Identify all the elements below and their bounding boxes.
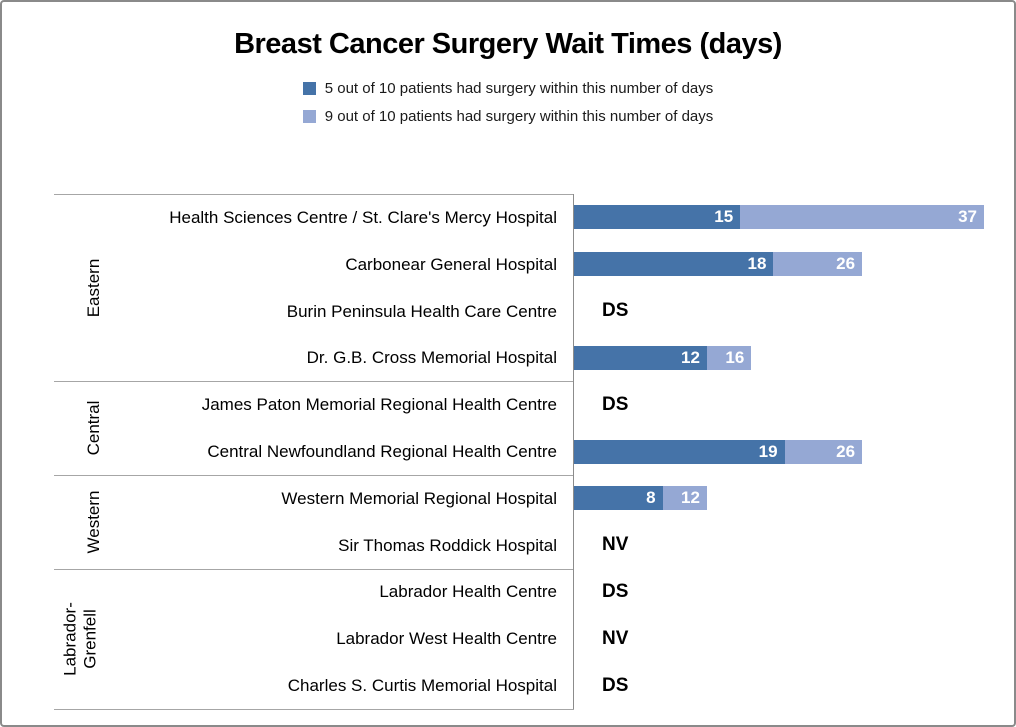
hospital-label: Labrador Health Centre bbox=[379, 582, 557, 602]
bar-p50: 19 bbox=[574, 439, 785, 464]
bar-p90: 37 bbox=[740, 205, 984, 230]
bar-p90: 26 bbox=[784, 439, 863, 464]
note-label: DS bbox=[602, 300, 629, 322]
legend-swatch-p50-icon bbox=[302, 82, 316, 95]
region-label: Central bbox=[83, 400, 103, 456]
hospital-label: Carbonear General Hospital bbox=[345, 254, 557, 274]
hospital-label: Dr. G.B. Cross Memorial Hospital bbox=[306, 348, 557, 368]
legend: 5 out of 10 patients had surgery within … bbox=[2, 76, 1014, 129]
bar-p50: 8 bbox=[574, 486, 663, 511]
region-label: Eastern bbox=[83, 258, 103, 317]
hospital-label: Charles S. Curtis Memorial Hospital bbox=[287, 676, 557, 696]
note-label: DS bbox=[602, 674, 629, 696]
bar-p50: 15 bbox=[574, 205, 741, 230]
category-separator-line bbox=[54, 568, 574, 570]
note-label: DS bbox=[602, 580, 629, 602]
legend-label-p90: 9 out of 10 patients had surgery within … bbox=[324, 108, 714, 125]
hospital-label: Labrador West Health Centre bbox=[336, 629, 557, 649]
legend-item-p50: 5 out of 10 patients had surgery within … bbox=[302, 76, 714, 101]
hospital-label: Central Newfoundland Regional Health Cen… bbox=[207, 442, 557, 461]
category-separator-line bbox=[54, 194, 574, 195]
note-label: NV bbox=[602, 534, 629, 556]
category-axis-line bbox=[573, 194, 574, 709]
note-label: DS bbox=[602, 393, 629, 415]
bar-p90: 12 bbox=[662, 486, 707, 511]
category-separator-line bbox=[54, 474, 574, 476]
region-label: Western bbox=[83, 490, 103, 554]
legend-swatch-p90-icon bbox=[302, 110, 316, 123]
chart-title: Breast Cancer Surgery Wait Times (days) bbox=[234, 28, 782, 60]
category-separator-line bbox=[54, 381, 574, 383]
hospital-label: James Paton Memorial Regional Health Cen… bbox=[201, 395, 557, 415]
legend-label-p50: 5 out of 10 patients had surgery within … bbox=[324, 80, 714, 97]
region-label: Labrador- Grenfell bbox=[60, 601, 100, 676]
bar-p90: 16 bbox=[706, 345, 752, 370]
hospital-label: Sir Thomas Roddick Hospital bbox=[338, 535, 557, 555]
hospital-label: Burin Peninsula Health Care Centre bbox=[286, 301, 557, 321]
hospital-label: Health Sciences Centre / St. Clare's Mer… bbox=[169, 207, 557, 227]
hospital-label: Western Memorial Regional Hospital bbox=[281, 488, 557, 508]
bar-p90: 26 bbox=[773, 252, 863, 277]
legend-item-p90: 9 out of 10 patients had surgery within … bbox=[302, 104, 714, 129]
note-label: NV bbox=[602, 627, 629, 649]
category-separator-line bbox=[54, 709, 574, 710]
bar-p50: 12 bbox=[574, 345, 707, 370]
bar-p50: 18 bbox=[574, 252, 774, 277]
